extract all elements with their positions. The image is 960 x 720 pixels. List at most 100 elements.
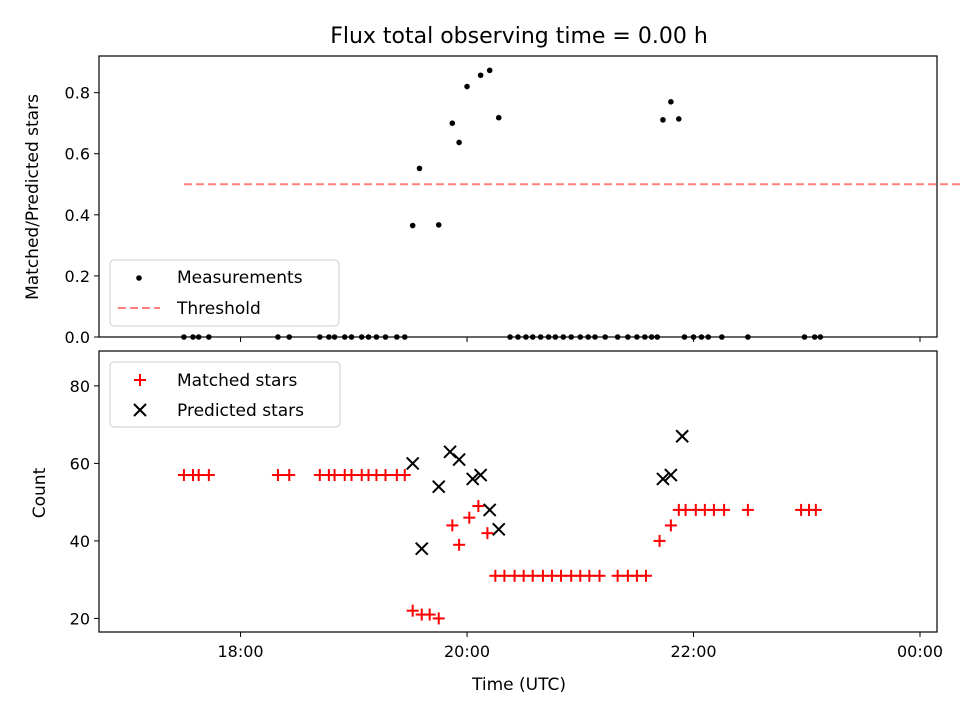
y-tick-label: 0.8 [65, 84, 90, 103]
matched-star-point [593, 569, 606, 582]
count-legend-box [109, 361, 341, 428]
predicted-star-point [432, 479, 446, 494]
matched-star-point [664, 519, 677, 532]
x-stroke [482, 503, 497, 517]
ratio-plot-frame [98, 55, 938, 338]
count-legend: Matched stars Predicted stars [109, 361, 341, 428]
y-tick-label: 40 [70, 532, 90, 551]
matched-star-point [406, 604, 419, 617]
measurement-point [495, 114, 502, 121]
ratio-legend-box [109, 259, 340, 327]
legend-predicted-marker [133, 403, 147, 417]
matched-star-point [498, 569, 511, 582]
matched-star-point [741, 503, 754, 516]
measurement-point [464, 83, 470, 90]
matched-star-point [271, 469, 284, 482]
figure-title: Flux total observing time = 0.00 h [330, 24, 708, 49]
matched-star-point [481, 527, 494, 540]
matched-star-point [472, 500, 485, 513]
x-stroke [432, 479, 446, 494]
legend-measurements-marker [136, 275, 142, 281]
matched-star-point [379, 469, 392, 482]
measurement-point [676, 116, 682, 122]
matched-star-point [526, 569, 539, 582]
predicted-star-point [675, 429, 689, 443]
matched-star-point [707, 503, 720, 516]
x-tick-label: 20:00 [444, 642, 490, 661]
matched-star-point [653, 534, 666, 547]
y-tick-label: 20 [70, 609, 90, 628]
measurement-point [668, 99, 674, 105]
x-stroke [675, 429, 689, 443]
measurement-point [456, 139, 462, 146]
count-y-axis-label: Count [30, 467, 50, 518]
count-x-axis-label: Time (UTC) [471, 675, 566, 695]
matched-star-point [718, 503, 731, 516]
y-tick-label: 0.2 [65, 267, 90, 286]
ratio-panel: 0.00.20.40.60.8 Matched/Predicted stars … [23, 55, 960, 347]
x-stroke [415, 541, 429, 556]
legend-measurements-label: Measurements [177, 268, 303, 288]
predicted-star-point [656, 472, 670, 486]
x-stroke [443, 445, 457, 459]
y-tick-label: 80 [70, 377, 90, 396]
predicted-star-point [415, 541, 429, 556]
matched-star-point [345, 469, 358, 482]
y-tick-label: 0.4 [65, 206, 90, 225]
count-plot-frame [98, 350, 938, 633]
predicted-star-point [664, 468, 678, 482]
ratio-legend: Measurements Threshold [109, 259, 340, 327]
measurement-point [416, 165, 423, 172]
x-stroke [465, 472, 480, 486]
matched-star-point [453, 538, 466, 551]
x-tick-label: 18:00 [217, 642, 263, 661]
predicted-star-point [405, 456, 420, 471]
matched-star-point [432, 612, 445, 625]
count-plot-area [177, 429, 822, 625]
predicted-star-point [452, 452, 466, 467]
measurement-point [477, 72, 484, 79]
y-tick-label: 60 [70, 454, 90, 473]
ratio-y-axis: 0.0 0.2 0.4 0.6 0.8 [65, 84, 99, 347]
x-stroke [664, 468, 678, 482]
matched-star-point [809, 503, 822, 516]
ratio-plot-area [181, 67, 960, 340]
x-tick-label: 00:00 [897, 642, 943, 661]
matched-star-point [555, 569, 568, 582]
legend-threshold-label: Threshold [176, 299, 261, 319]
measurement-point [486, 67, 493, 74]
matched-star-point [423, 608, 436, 621]
matched-star-point [679, 503, 692, 516]
legend-matched-marker [134, 374, 146, 386]
matched-star-point [583, 569, 596, 582]
x-stroke [492, 522, 506, 536]
matched-star-point [446, 519, 459, 532]
matched-star-point [283, 469, 296, 482]
predicted-star-point [492, 522, 506, 536]
predicted-star-point [482, 503, 497, 517]
measurement-point [449, 120, 456, 126]
x-stroke [452, 452, 466, 467]
predicted-star-point [473, 468, 488, 482]
matched-star-point [611, 569, 624, 582]
matched-star-point [398, 469, 411, 482]
matched-star-point [328, 469, 341, 482]
x-tick-label: 22:00 [670, 642, 716, 661]
measurement-point [409, 222, 416, 229]
x-stroke [473, 468, 488, 482]
measurement-point [660, 117, 666, 123]
measurement-point [435, 222, 442, 228]
ratio-y-axis-label: Matched/Predicted stars [23, 94, 43, 300]
predicted-star-point [465, 472, 480, 486]
count-y-axis: 20 40 60 80 [70, 377, 99, 628]
legend-matched-label: Matched stars [177, 371, 297, 391]
matched-star-point [192, 469, 205, 482]
y-tick-label: 0.6 [65, 145, 90, 164]
ratio-x-axis [240, 337, 921, 342]
y-tick-label: 0.0 [65, 328, 90, 347]
legend-predicted-label: Predicted stars [177, 401, 304, 421]
x-stroke [405, 456, 420, 471]
